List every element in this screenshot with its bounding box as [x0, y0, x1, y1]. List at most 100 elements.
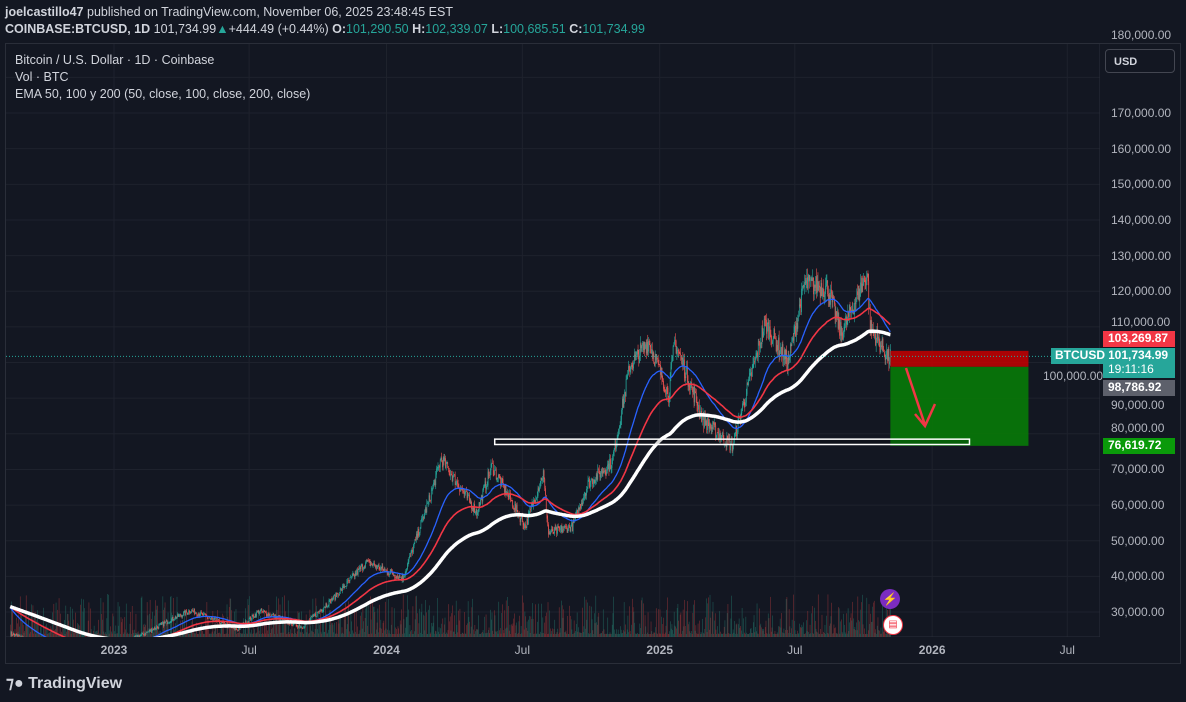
volume-bar: [313, 632, 314, 637]
volume-bar: [787, 630, 788, 637]
volume-bar: [360, 615, 361, 637]
candle-body: [712, 421, 714, 429]
volume-bar: [352, 632, 354, 637]
volume-bar: [49, 632, 51, 637]
candle-body: [96, 651, 97, 653]
volume-bar: [65, 605, 67, 637]
candle-body: [348, 580, 349, 581]
candle-body: [666, 387, 667, 395]
legend-ema[interactable]: EMA 50, 100 y 200 (50, close, 100, close…: [15, 87, 311, 101]
candle-body: [700, 410, 702, 415]
volume-bar: [45, 625, 46, 637]
candle-body: [85, 655, 86, 656]
volume-bar: [694, 630, 696, 637]
symbol: COINBASE:BTCUSD, 1D: [5, 22, 151, 36]
candle-body: [412, 549, 413, 553]
volume-bar: [535, 633, 537, 637]
candle-body: [236, 629, 238, 631]
volume-bar: [55, 602, 57, 637]
chart-frame[interactable]: [5, 43, 1181, 664]
candle-body: [322, 610, 324, 611]
candle-body: [567, 529, 569, 533]
volume-bar: [691, 631, 692, 637]
volume-bar: [293, 628, 295, 637]
candle-body: [534, 500, 536, 504]
volume-bar: [322, 619, 323, 637]
currency-button[interactable]: USD: [1105, 49, 1175, 73]
candle-body: [564, 526, 566, 527]
volume-bar: [439, 633, 441, 637]
candle-body: [32, 640, 33, 642]
volume-bar: [737, 633, 738, 637]
author[interactable]: joelcastillo47: [5, 5, 84, 19]
candle-body: [433, 482, 434, 487]
volume-bar: [26, 625, 28, 637]
volume-bar: [811, 606, 813, 637]
tradingview-logo[interactable]: ⁊● TradingView: [6, 673, 122, 693]
lightning-event-icon[interactable]: ⚡: [880, 589, 900, 609]
volume-bar: [353, 633, 355, 637]
volume-bar: [185, 633, 187, 637]
volume-bar: [647, 632, 648, 637]
volume-bar: [852, 601, 853, 637]
candle-body: [812, 277, 814, 281]
candle-body: [857, 291, 858, 296]
volume-bar: [537, 621, 538, 637]
candle-body: [881, 345, 882, 348]
candle-body: [64, 653, 65, 654]
candle-body: [770, 334, 772, 340]
candle-body: [141, 633, 143, 636]
candle-body: [360, 567, 361, 569]
candle-body: [565, 526, 567, 527]
candle-body: [35, 643, 36, 644]
candle-body: [737, 418, 739, 433]
volume-bar: [757, 633, 759, 637]
candle-body: [297, 626, 299, 628]
candle-body: [778, 337, 780, 355]
volume-bar: [166, 622, 167, 637]
candle-body: [581, 502, 582, 509]
volume-bar: [246, 633, 248, 637]
candle-body: [54, 650, 55, 651]
volume-bar: [164, 602, 166, 637]
volume-bar: [472, 598, 473, 637]
volume-bar: [319, 624, 320, 637]
volume-bar: [542, 617, 544, 637]
volume-bar: [403, 619, 405, 637]
volume-bar: [369, 633, 370, 637]
candle-body: [257, 610, 259, 613]
candle-body: [479, 502, 481, 506]
volume-bar: [638, 633, 639, 637]
volume-bar: [616, 629, 617, 637]
candle-body: [433, 480, 435, 483]
candle-body: [215, 618, 216, 619]
volume-bar: [493, 610, 495, 637]
volume-bar: [483, 633, 485, 637]
candle-body: [445, 463, 447, 468]
candle-body: [162, 622, 163, 624]
candle-body: [543, 470, 545, 479]
volume-bar: [261, 624, 263, 637]
volume-bar: [328, 629, 329, 637]
candle-body: [668, 397, 670, 403]
candle-body: [598, 469, 600, 473]
volume-bar: [817, 632, 818, 637]
candle-body: [274, 614, 275, 618]
volume-bar: [372, 598, 373, 637]
candle-body: [151, 630, 153, 633]
volume-bar: [296, 631, 298, 637]
candle-body: [520, 517, 522, 522]
candle-body: [533, 500, 535, 501]
volume-bar: [337, 633, 338, 637]
candle-body: [53, 650, 54, 651]
legend-volume[interactable]: Vol · BTC: [15, 70, 69, 84]
candle-body: [204, 613, 205, 615]
us-flag-event-icon[interactable]: ▤: [883, 615, 903, 635]
volume-bar: [771, 627, 773, 637]
volume-bar: [544, 633, 546, 637]
candle-body: [159, 623, 161, 625]
candle-body: [235, 628, 237, 630]
volume-bar: [243, 633, 245, 637]
volume-bar: [331, 623, 332, 637]
